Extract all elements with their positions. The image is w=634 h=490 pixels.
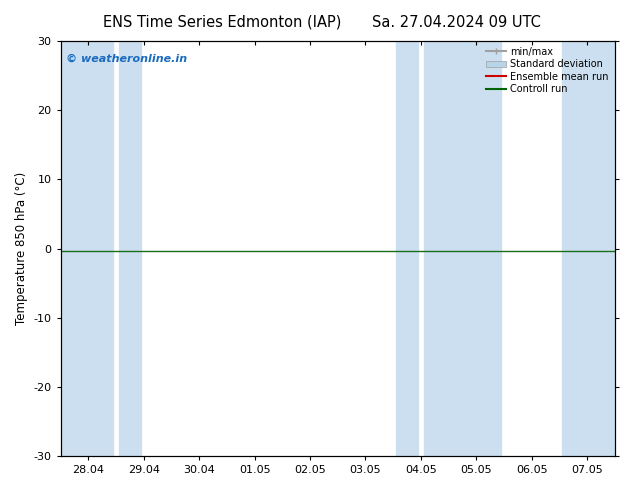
Text: Sa. 27.04.2024 09 UTC: Sa. 27.04.2024 09 UTC (372, 15, 541, 30)
Text: ENS Time Series Edmonton (IAP): ENS Time Series Edmonton (IAP) (103, 15, 341, 30)
Bar (396, 41, 418, 456)
Bar (562, 41, 615, 456)
Bar (61, 41, 113, 456)
Text: © weatheronline.in: © weatheronline.in (66, 53, 188, 64)
Bar (424, 41, 501, 456)
Legend: min/max, Standard deviation, Ensemble mean run, Controll run: min/max, Standard deviation, Ensemble me… (482, 43, 613, 98)
Y-axis label: Temperature 850 hPa (°C): Temperature 850 hPa (°C) (15, 172, 28, 325)
Bar (119, 41, 141, 456)
